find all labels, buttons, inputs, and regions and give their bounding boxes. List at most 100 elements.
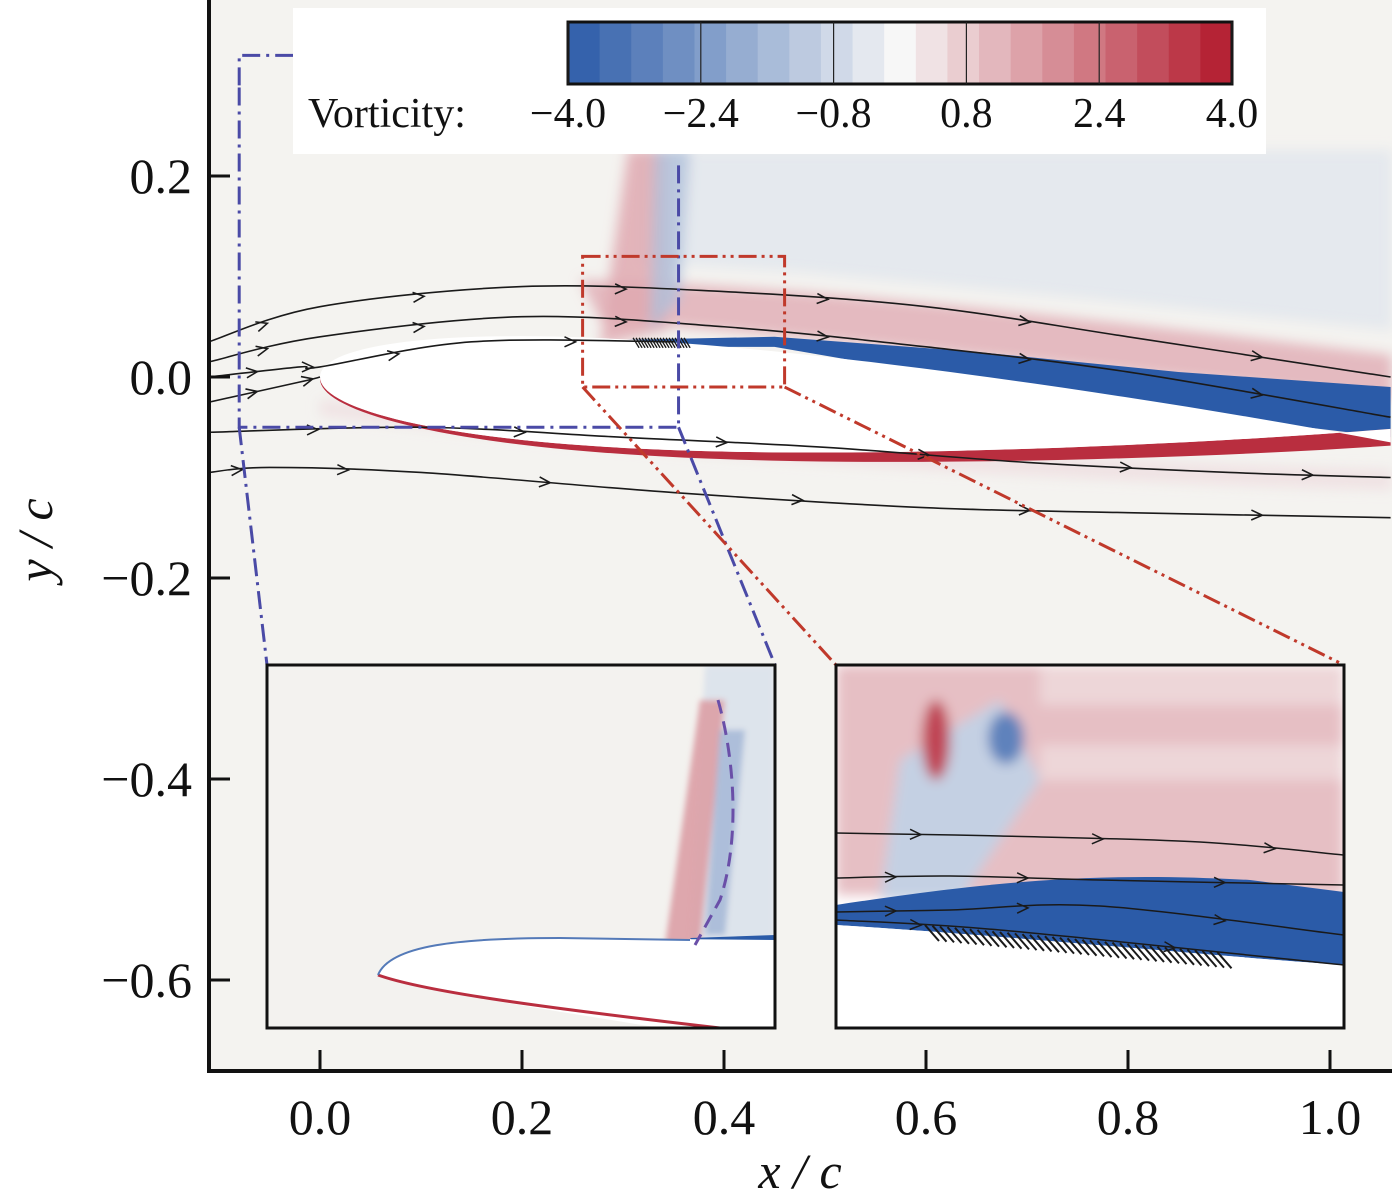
colorbar-tick-label: −0.8 bbox=[796, 91, 872, 137]
y-tick-label: 0.2 bbox=[130, 148, 193, 204]
field-region-shock-blue bbox=[650, 150, 690, 330]
inset-streamline-arrow bbox=[1091, 833, 1105, 845]
inset-streamline-arrow bbox=[1016, 902, 1030, 914]
streamline-arrow bbox=[255, 321, 270, 333]
shock-hatch bbox=[644, 337, 652, 349]
inset-shock-hatch bbox=[1186, 948, 1203, 967]
colorbar-band bbox=[979, 22, 1012, 84]
inset-shock-hatch bbox=[1036, 934, 1053, 953]
inset-shock-hatch bbox=[924, 924, 940, 942]
streamline-arrow bbox=[245, 367, 260, 379]
streamline-arrow bbox=[1250, 350, 1265, 362]
inset-shock-hatch bbox=[1194, 949, 1210, 967]
zoom-connector bbox=[783, 385, 1345, 667]
colorbar-band bbox=[789, 22, 822, 84]
streamline-arrow bbox=[614, 315, 628, 328]
shock-hatch bbox=[665, 337, 673, 349]
shock-hatch bbox=[632, 337, 640, 349]
y-tick-label: −0.4 bbox=[101, 751, 192, 807]
shock-hatch bbox=[683, 337, 691, 349]
inset-shock-hatch bbox=[969, 928, 985, 946]
x-tick-label: 0.6 bbox=[895, 1089, 958, 1145]
inset-streamline-arrow bbox=[1163, 941, 1177, 953]
streamline-arrow bbox=[386, 349, 401, 362]
inset-shock-line bbox=[693, 699, 735, 946]
inset-shock-hatch bbox=[1089, 939, 1105, 958]
colorbar-tick-labels: −4.0 −2.4 −0.8 0.8 2.4 4.0 bbox=[530, 22, 1258, 137]
streamline-arrow bbox=[300, 375, 315, 387]
inset-shock-hatch bbox=[1141, 944, 1158, 962]
streamline-arrow bbox=[255, 345, 270, 357]
colorbar-band bbox=[599, 22, 632, 84]
inset-streamline-arrow bbox=[909, 828, 923, 841]
colorbar-band bbox=[820, 22, 854, 84]
inset-soft-layer bbox=[665, 665, 775, 945]
inset-shock-hatch bbox=[984, 929, 1000, 948]
inset-streamline-arrow bbox=[1213, 913, 1227, 926]
y-tick-label: 0.0 bbox=[130, 349, 193, 405]
inset-shock-hatch bbox=[1074, 938, 1090, 956]
streamline-arrow bbox=[538, 476, 553, 488]
streamline-arrow bbox=[1301, 469, 1315, 481]
inset-streamline bbox=[836, 875, 1344, 886]
colorbar: Vorticity: −4.0 −2.4 −0.8 0.8 2.4 4.0 bbox=[293, 8, 1266, 154]
colorbar-band bbox=[1168, 22, 1201, 84]
colorbar-band bbox=[1042, 22, 1075, 84]
colorbar-tick-label: 4.0 bbox=[1206, 91, 1259, 137]
inset-shock-hatch bbox=[1111, 941, 1128, 960]
colorbar-band bbox=[1105, 22, 1138, 84]
inset-separated-layer bbox=[836, 877, 1344, 965]
shock-hatch bbox=[656, 337, 664, 349]
shock-hatch bbox=[635, 337, 643, 349]
streamline-arrow bbox=[1119, 461, 1133, 473]
inset-shock-hatch bbox=[1104, 941, 1120, 959]
streamline bbox=[210, 315, 1391, 418]
zoom-boxes bbox=[237, 53, 1345, 667]
inset-suction-edge bbox=[377, 936, 691, 976]
inset-shock-hatch bbox=[1156, 946, 1173, 964]
shock-hatch bbox=[659, 337, 667, 349]
inset-shock-hatch bbox=[1149, 945, 1165, 963]
y-ticks: 0.2 0.0 −0.2 −0.4 −0.6 bbox=[101, 148, 230, 1008]
inset-shock-hatch bbox=[991, 930, 1008, 948]
inset-shock-hatch bbox=[954, 927, 970, 945]
shock-hatch bbox=[647, 337, 655, 349]
x-tick-label: 0.0 bbox=[289, 1089, 352, 1145]
shock-hatch bbox=[650, 337, 658, 349]
streamline-arrow bbox=[1018, 352, 1032, 365]
streamline-arrow bbox=[1250, 509, 1265, 521]
inset-shock-hatch bbox=[1134, 943, 1150, 962]
colorbar-band bbox=[1010, 22, 1043, 84]
inset-shock-hatch bbox=[1179, 948, 1195, 966]
inset-streamline bbox=[836, 919, 1344, 966]
colorbar-title: Vorticity: bbox=[308, 91, 466, 137]
streamline-arrow bbox=[715, 436, 729, 448]
colorbar-band bbox=[947, 22, 980, 84]
colorbar-tick-label: −4.0 bbox=[530, 91, 606, 137]
colorbar-band bbox=[852, 22, 885, 84]
inset-shock-hatch bbox=[1006, 932, 1023, 950]
inset-leading-edge bbox=[265, 663, 777, 1030]
colorbar-tick-label: −2.4 bbox=[663, 91, 739, 137]
inset-shock-hatch bbox=[1029, 934, 1045, 952]
inset-shock-hatch bbox=[961, 927, 978, 946]
x-tick-label: 1.0 bbox=[1299, 1089, 1362, 1145]
streamline-arrow bbox=[336, 463, 351, 476]
streamline bbox=[210, 466, 1391, 519]
inset-airfoil bbox=[836, 925, 1344, 1028]
colorbar-band bbox=[1073, 22, 1107, 84]
inset-blue-core bbox=[988, 712, 1024, 764]
axes: 0.0 0.2 0.4 0.6 0.8 1.0 0.2 0.0 −0.2 −0.4 −0.6 x … bbox=[7, 0, 1392, 1196]
streamline-arrow bbox=[1250, 387, 1265, 399]
inset-shock-hatch bbox=[1081, 939, 1098, 957]
inset-streamline-arrow bbox=[884, 905, 898, 917]
streamline-arrow bbox=[412, 321, 426, 334]
inset-stripe bbox=[1040, 665, 1344, 705]
x-axis-title: x / c bbox=[757, 1143, 841, 1196]
streamline bbox=[210, 376, 321, 403]
inset-shock-hatch bbox=[1119, 942, 1135, 960]
colorbar-band bbox=[915, 22, 948, 84]
inset-frame bbox=[834, 663, 1346, 1030]
streamline-arrow bbox=[791, 493, 805, 506]
